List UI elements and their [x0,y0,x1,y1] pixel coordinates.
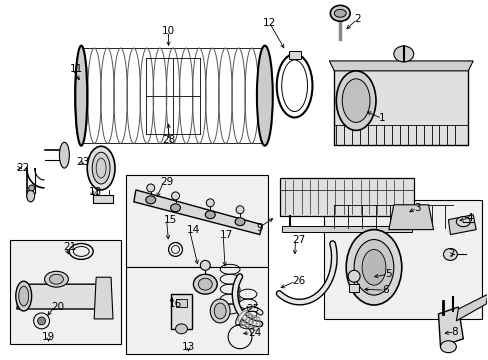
Bar [175,299,187,307]
Text: 1: 1 [378,113,385,123]
Ellipse shape [256,46,272,146]
Ellipse shape [60,142,69,168]
Text: 29: 29 [161,177,174,187]
Text: 23: 23 [76,157,89,167]
Polygon shape [455,294,487,321]
Bar [279,178,413,216]
Ellipse shape [205,211,215,219]
Polygon shape [388,205,433,230]
Text: 15: 15 [163,215,177,225]
Text: 7: 7 [447,249,454,260]
Text: 10: 10 [162,26,175,36]
Ellipse shape [170,204,180,212]
Ellipse shape [330,5,349,21]
Ellipse shape [353,239,393,295]
Ellipse shape [44,271,68,287]
Polygon shape [134,190,262,235]
Ellipse shape [210,299,230,323]
Ellipse shape [38,317,45,325]
Text: 4: 4 [466,213,472,223]
Text: 21: 21 [63,243,77,252]
Text: 6: 6 [381,285,388,295]
Text: 11: 11 [69,64,82,74]
Ellipse shape [175,324,187,334]
Text: 25: 25 [245,304,259,314]
Text: 14: 14 [186,225,199,235]
Text: 12: 12 [263,18,276,28]
Ellipse shape [146,184,154,192]
Text: 28: 28 [162,135,175,145]
Ellipse shape [347,270,359,282]
Text: 20: 20 [51,302,64,312]
Bar [10,239,121,344]
Polygon shape [328,61,472,71]
Ellipse shape [193,274,217,294]
Ellipse shape [334,9,346,17]
Ellipse shape [75,46,87,146]
Text: 24: 24 [247,328,261,338]
Bar [281,226,411,231]
Ellipse shape [92,152,110,184]
Polygon shape [447,215,475,235]
Polygon shape [334,66,468,145]
Text: 9: 9 [255,222,262,233]
Ellipse shape [455,217,469,227]
Ellipse shape [336,71,375,130]
Text: 27: 27 [292,234,305,244]
Text: 2: 2 [353,14,360,24]
Ellipse shape [200,260,210,270]
Ellipse shape [342,79,369,122]
Ellipse shape [346,230,401,305]
Bar [126,267,267,354]
Ellipse shape [236,206,244,214]
Ellipse shape [145,196,155,204]
Ellipse shape [19,286,29,306]
Text: 3: 3 [413,203,420,213]
Ellipse shape [87,146,115,190]
Ellipse shape [361,249,385,285]
Ellipse shape [16,281,32,311]
Polygon shape [17,284,106,309]
Text: 18: 18 [89,187,102,197]
Bar [348,284,358,292]
Bar [324,200,481,319]
Ellipse shape [198,278,212,290]
Ellipse shape [393,46,413,62]
Text: 19: 19 [42,332,55,342]
Ellipse shape [206,199,214,207]
Text: 17: 17 [220,230,233,239]
Polygon shape [94,277,113,319]
Bar [93,195,113,203]
Text: 5: 5 [384,269,391,279]
Text: 13: 13 [182,342,195,352]
Ellipse shape [235,218,244,226]
Ellipse shape [443,248,456,260]
Ellipse shape [27,190,35,202]
Text: 8: 8 [450,327,457,337]
Text: 16: 16 [168,299,182,309]
Ellipse shape [171,192,179,200]
Text: 26: 26 [292,276,305,286]
Polygon shape [438,307,462,347]
Bar [170,294,192,329]
Bar [126,175,267,267]
Ellipse shape [214,303,225,319]
Bar [288,51,300,59]
Ellipse shape [440,341,455,353]
Ellipse shape [29,185,35,191]
Ellipse shape [49,274,63,284]
Text: 22: 22 [16,163,29,173]
